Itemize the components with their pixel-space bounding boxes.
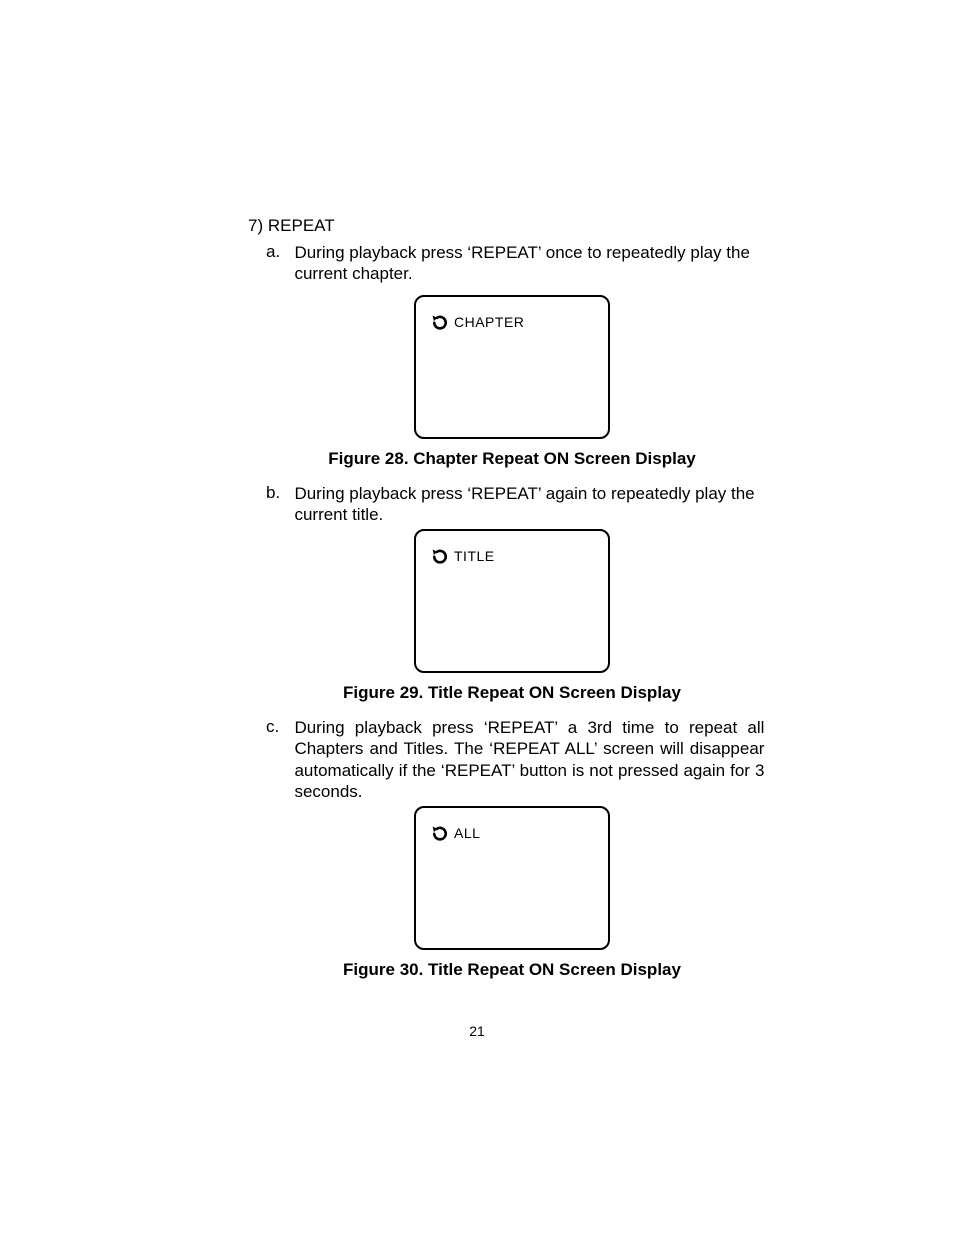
screen-display-line: ALL (430, 824, 594, 842)
section-heading: 7) REPEAT (248, 216, 776, 236)
list-item: a. During playback press ‘REPEAT’ once t… (266, 242, 776, 285)
figure-caption: Figure 30. Title Repeat ON Screen Displa… (248, 960, 776, 980)
screen-display-line: TITLE (430, 547, 594, 565)
screen-display-box: ALL (414, 806, 610, 950)
list-item: c. During playback press ‘REPEAT’ a 3rd … (266, 717, 776, 802)
list-item-text: During playback press ‘REPEAT’ a 3rd tim… (294, 717, 764, 802)
page-number: 21 (0, 1023, 954, 1039)
screen-display-line: CHAPTER (430, 313, 594, 331)
screen-display-box: TITLE (414, 529, 610, 673)
list-item-text: During playback press ‘REPEAT’ once to r… (294, 242, 764, 285)
screen-display-box: CHAPTER (414, 295, 610, 439)
screen-display-label: TITLE (454, 548, 495, 564)
figure: CHAPTER (248, 295, 776, 439)
document-page: 7) REPEAT a. During playback press ‘REPE… (0, 0, 954, 1235)
figure-caption: Figure 29. Title Repeat ON Screen Displa… (248, 683, 776, 703)
screen-display-label: ALL (454, 825, 480, 841)
repeat-icon (430, 313, 450, 331)
list-item: b. During playback press ‘REPEAT’ again … (266, 483, 776, 526)
repeat-icon (430, 824, 450, 842)
figure-caption: Figure 28. Chapter Repeat ON Screen Disp… (248, 449, 776, 469)
figure: ALL (248, 806, 776, 950)
list-item-label: c. (266, 717, 290, 737)
list-item-label: b. (266, 483, 290, 503)
list-item-label: a. (266, 242, 290, 262)
section-title: REPEAT (268, 216, 335, 235)
screen-display-label: CHAPTER (454, 314, 524, 330)
list-item-text: During playback press ‘REPEAT’ again to … (294, 483, 764, 526)
figure: TITLE (248, 529, 776, 673)
section-number: 7) (248, 216, 263, 235)
repeat-icon (430, 547, 450, 565)
